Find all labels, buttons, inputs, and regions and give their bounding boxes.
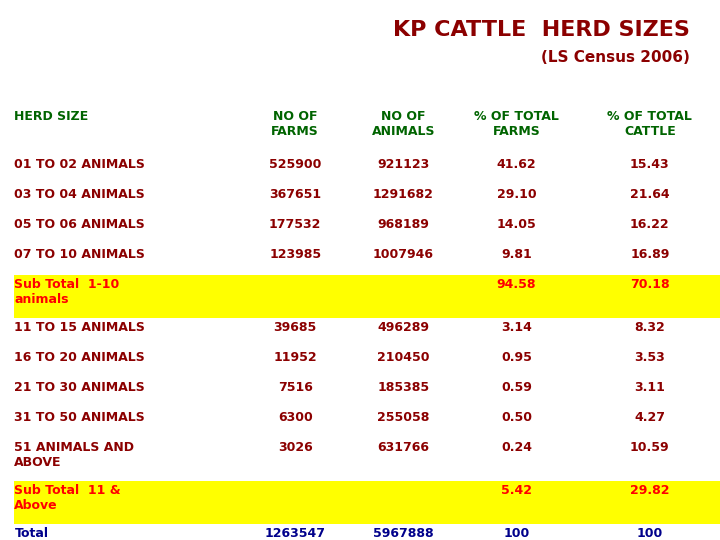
Text: KP CATTLE  HERD SIZES: KP CATTLE HERD SIZES — [393, 20, 690, 40]
Text: 16.89: 16.89 — [630, 248, 670, 261]
Text: 5.42: 5.42 — [501, 484, 532, 497]
Text: 05 TO 06 ANIMALS: 05 TO 06 ANIMALS — [14, 218, 145, 231]
Text: 0.50: 0.50 — [501, 411, 532, 424]
Text: 921123: 921123 — [377, 158, 429, 171]
Text: NO OF
ANIMALS: NO OF ANIMALS — [372, 110, 435, 138]
Text: 15.43: 15.43 — [630, 158, 670, 171]
Text: 6300: 6300 — [278, 411, 312, 424]
Text: 07 TO 10 ANIMALS: 07 TO 10 ANIMALS — [14, 248, 145, 261]
Text: 29.82: 29.82 — [630, 484, 670, 497]
Text: 525900: 525900 — [269, 158, 321, 171]
Text: 3026: 3026 — [278, 441, 312, 454]
Text: 11952: 11952 — [274, 351, 317, 364]
Text: 496289: 496289 — [377, 321, 429, 334]
Text: 10.59: 10.59 — [630, 441, 670, 454]
Text: 631766: 631766 — [377, 441, 429, 454]
Text: 0.59: 0.59 — [501, 381, 532, 394]
Text: 3.53: 3.53 — [634, 351, 665, 364]
Text: 185385: 185385 — [377, 381, 429, 394]
Text: 8.32: 8.32 — [634, 321, 665, 334]
Text: 100: 100 — [636, 527, 663, 540]
Bar — [14, 275, 720, 318]
Text: 0.24: 0.24 — [501, 441, 532, 454]
Text: 3.14: 3.14 — [501, 321, 532, 334]
Text: 16 TO 20 ANIMALS: 16 TO 20 ANIMALS — [14, 351, 145, 364]
Text: 5967888: 5967888 — [373, 527, 433, 540]
Text: 4.27: 4.27 — [634, 411, 665, 424]
Text: 29.10: 29.10 — [497, 188, 536, 201]
Text: HERD SIZE: HERD SIZE — [14, 110, 89, 123]
Text: 51 ANIMALS AND
ABOVE: 51 ANIMALS AND ABOVE — [14, 441, 135, 469]
Text: 9.81: 9.81 — [501, 248, 532, 261]
Text: NO OF
FARMS: NO OF FARMS — [271, 110, 319, 138]
Text: 3.11: 3.11 — [634, 381, 665, 394]
Text: 367651: 367651 — [269, 188, 321, 201]
Text: 7516: 7516 — [278, 381, 312, 394]
Text: 0.95: 0.95 — [501, 351, 532, 364]
Text: 177532: 177532 — [269, 218, 321, 231]
Text: 1291682: 1291682 — [373, 188, 433, 201]
Text: 123985: 123985 — [269, 248, 321, 261]
Text: 14.05: 14.05 — [497, 218, 536, 231]
Text: 01 TO 02 ANIMALS: 01 TO 02 ANIMALS — [14, 158, 145, 171]
Text: 210450: 210450 — [377, 351, 429, 364]
Text: 39685: 39685 — [274, 321, 317, 334]
Text: % OF TOTAL
FARMS: % OF TOTAL FARMS — [474, 110, 559, 138]
Text: Sub Total  1-10
animals: Sub Total 1-10 animals — [14, 278, 120, 306]
Text: Total: Total — [14, 527, 48, 540]
Text: 94.58: 94.58 — [497, 278, 536, 291]
Bar — [14, 481, 720, 524]
Text: 968189: 968189 — [377, 218, 429, 231]
Text: (LS Census 2006): (LS Census 2006) — [541, 50, 690, 65]
Text: 21.64: 21.64 — [630, 188, 670, 201]
Text: 100: 100 — [503, 527, 530, 540]
Text: 11 TO 15 ANIMALS: 11 TO 15 ANIMALS — [14, 321, 145, 334]
Text: Sub Total  11 &
Above: Sub Total 11 & Above — [14, 484, 121, 512]
Text: 70.18: 70.18 — [630, 278, 670, 291]
Text: 255058: 255058 — [377, 411, 429, 424]
Text: 16.22: 16.22 — [630, 218, 670, 231]
Text: 41.62: 41.62 — [497, 158, 536, 171]
Text: 1007946: 1007946 — [373, 248, 433, 261]
Text: 21 TO 30 ANIMALS: 21 TO 30 ANIMALS — [14, 381, 145, 394]
Text: 1263547: 1263547 — [265, 527, 325, 540]
Text: 31 TO 50 ANIMALS: 31 TO 50 ANIMALS — [14, 411, 145, 424]
Text: 03 TO 04 ANIMALS: 03 TO 04 ANIMALS — [14, 188, 145, 201]
Text: % OF TOTAL
CATTLE: % OF TOTAL CATTLE — [608, 110, 692, 138]
